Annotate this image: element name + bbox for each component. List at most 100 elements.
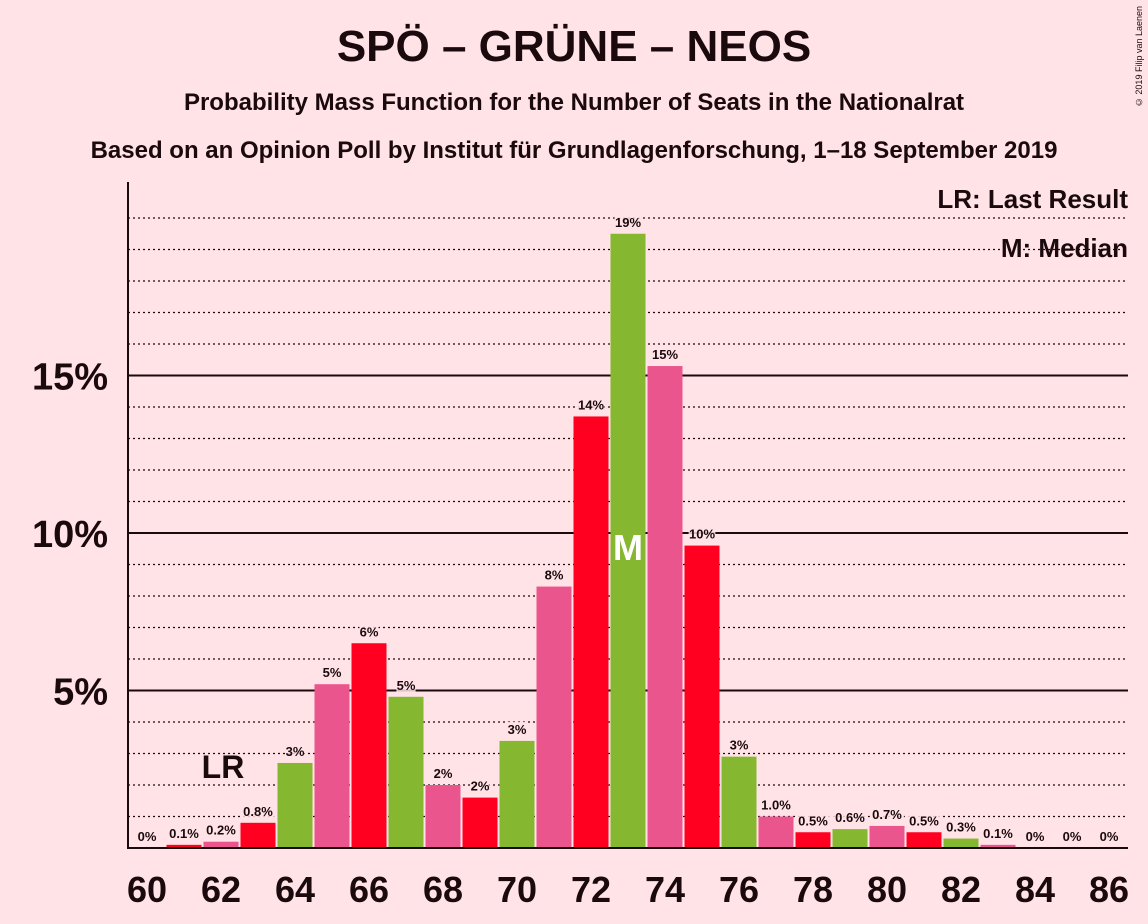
- data-label-bg: [651, 347, 679, 363]
- chart-title: SPÖ – GRÜNE – NEOS: [336, 22, 812, 71]
- legend-last-result: LR: Last Result: [937, 184, 1128, 214]
- x-tick-label: 76: [719, 869, 759, 910]
- x-tick-label: 82: [941, 869, 981, 910]
- data-label-bg: [906, 813, 942, 829]
- data-label-bg: [166, 825, 202, 841]
- bar: [351, 643, 387, 848]
- bar: [203, 841, 239, 848]
- x-tick-label: 80: [867, 869, 907, 910]
- x-tick-label: 86: [1089, 869, 1129, 910]
- data-label-bg: [943, 819, 979, 835]
- bar: [832, 829, 868, 848]
- data-label: 0.2%: [206, 823, 236, 838]
- x-tick-label: 60: [127, 869, 167, 910]
- x-tick-label: 74: [645, 869, 685, 910]
- x-tick-label: 70: [497, 869, 537, 910]
- data-label-bg: [614, 214, 642, 230]
- x-tick-label: 66: [349, 869, 389, 910]
- data-label-bg: [285, 743, 305, 759]
- data-label-bg: [544, 567, 564, 583]
- x-tick-label: 64: [275, 869, 315, 910]
- data-label-bg: [869, 806, 905, 822]
- y-tick-label: 5%: [53, 672, 108, 714]
- bar: [721, 756, 757, 848]
- data-label-bg: [137, 829, 157, 844]
- data-label: 0.6%: [835, 810, 865, 825]
- data-label-bg: [1062, 829, 1082, 844]
- data-label-bg: [507, 721, 527, 737]
- bar: [980, 844, 1016, 848]
- bar: [277, 762, 313, 848]
- bar: [795, 832, 831, 848]
- bar: [906, 832, 942, 848]
- data-label: 6%: [360, 624, 379, 639]
- data-label: 2%: [434, 766, 453, 781]
- data-label: 3%: [286, 744, 305, 759]
- data-label-bg: [322, 665, 342, 681]
- data-label: 15%: [652, 347, 678, 362]
- bar: [462, 797, 498, 848]
- x-tick-label: 78: [793, 869, 833, 910]
- data-label-bg: [795, 813, 831, 829]
- data-label-bg: [359, 624, 379, 640]
- data-label-bg: [980, 825, 1016, 841]
- data-label-bg: [1099, 829, 1119, 844]
- bar: [166, 844, 202, 848]
- last-result-marker: LR: [202, 749, 245, 785]
- data-label: 2%: [471, 779, 490, 794]
- data-label: 5%: [397, 678, 416, 693]
- data-label: 5%: [323, 665, 342, 680]
- data-label: 8%: [545, 568, 564, 583]
- data-label-bg: [729, 737, 749, 753]
- data-label: 0.1%: [983, 826, 1013, 841]
- data-label: 0%: [1100, 829, 1119, 844]
- data-label: 0%: [1063, 829, 1082, 844]
- data-label-bg: [240, 803, 276, 819]
- bar: [869, 825, 905, 848]
- data-label-bg: [396, 677, 416, 693]
- bar: [314, 684, 350, 848]
- data-label-bg: [1025, 829, 1045, 844]
- x-tick-label: 68: [423, 869, 463, 910]
- bar: [647, 366, 683, 848]
- data-label-bg: [577, 397, 605, 413]
- data-label-bg: [433, 766, 453, 781]
- bar: [425, 785, 461, 848]
- bar: [388, 696, 424, 848]
- x-tick-label: 62: [201, 869, 241, 910]
- chart-subtitle: Probability Mass Function for the Number…: [183, 89, 965, 116]
- bar: [684, 545, 720, 848]
- bar: [499, 740, 535, 848]
- median-marker: M: [613, 527, 643, 568]
- y-tick-label: 10%: [32, 514, 108, 556]
- data-label-bg: [203, 822, 239, 838]
- data-label: 0%: [1026, 829, 1045, 844]
- data-label-bg: [832, 810, 868, 826]
- data-label: 1.0%: [761, 798, 791, 813]
- x-tick-label: 84: [1015, 869, 1055, 910]
- y-tick-label: 15%: [32, 357, 108, 399]
- data-label: 0.5%: [909, 813, 939, 828]
- chart-source-subtitle: Based on an Opinion Poll by Institut für…: [90, 137, 1058, 164]
- data-label-bg: [688, 526, 716, 542]
- data-label-bg: [470, 778, 490, 794]
- data-label: 3%: [508, 722, 527, 737]
- bar: [943, 838, 979, 848]
- data-label: 0.8%: [243, 804, 273, 819]
- bar: [610, 233, 646, 848]
- data-label: 0.3%: [946, 820, 976, 835]
- data-label: 10%: [689, 527, 715, 542]
- data-label: 0.5%: [798, 813, 828, 828]
- bar: [573, 416, 609, 848]
- bar: [536, 586, 572, 848]
- x-tick-label: 72: [571, 869, 611, 910]
- data-label: 0%: [138, 829, 157, 844]
- data-label: 3%: [730, 738, 749, 753]
- bar: [758, 816, 794, 848]
- data-label: 0.7%: [872, 807, 902, 822]
- data-label: 0.1%: [169, 826, 199, 841]
- legend-median: M: Median: [1000, 233, 1128, 263]
- data-label: 14%: [578, 397, 604, 412]
- data-label: 19%: [615, 215, 641, 230]
